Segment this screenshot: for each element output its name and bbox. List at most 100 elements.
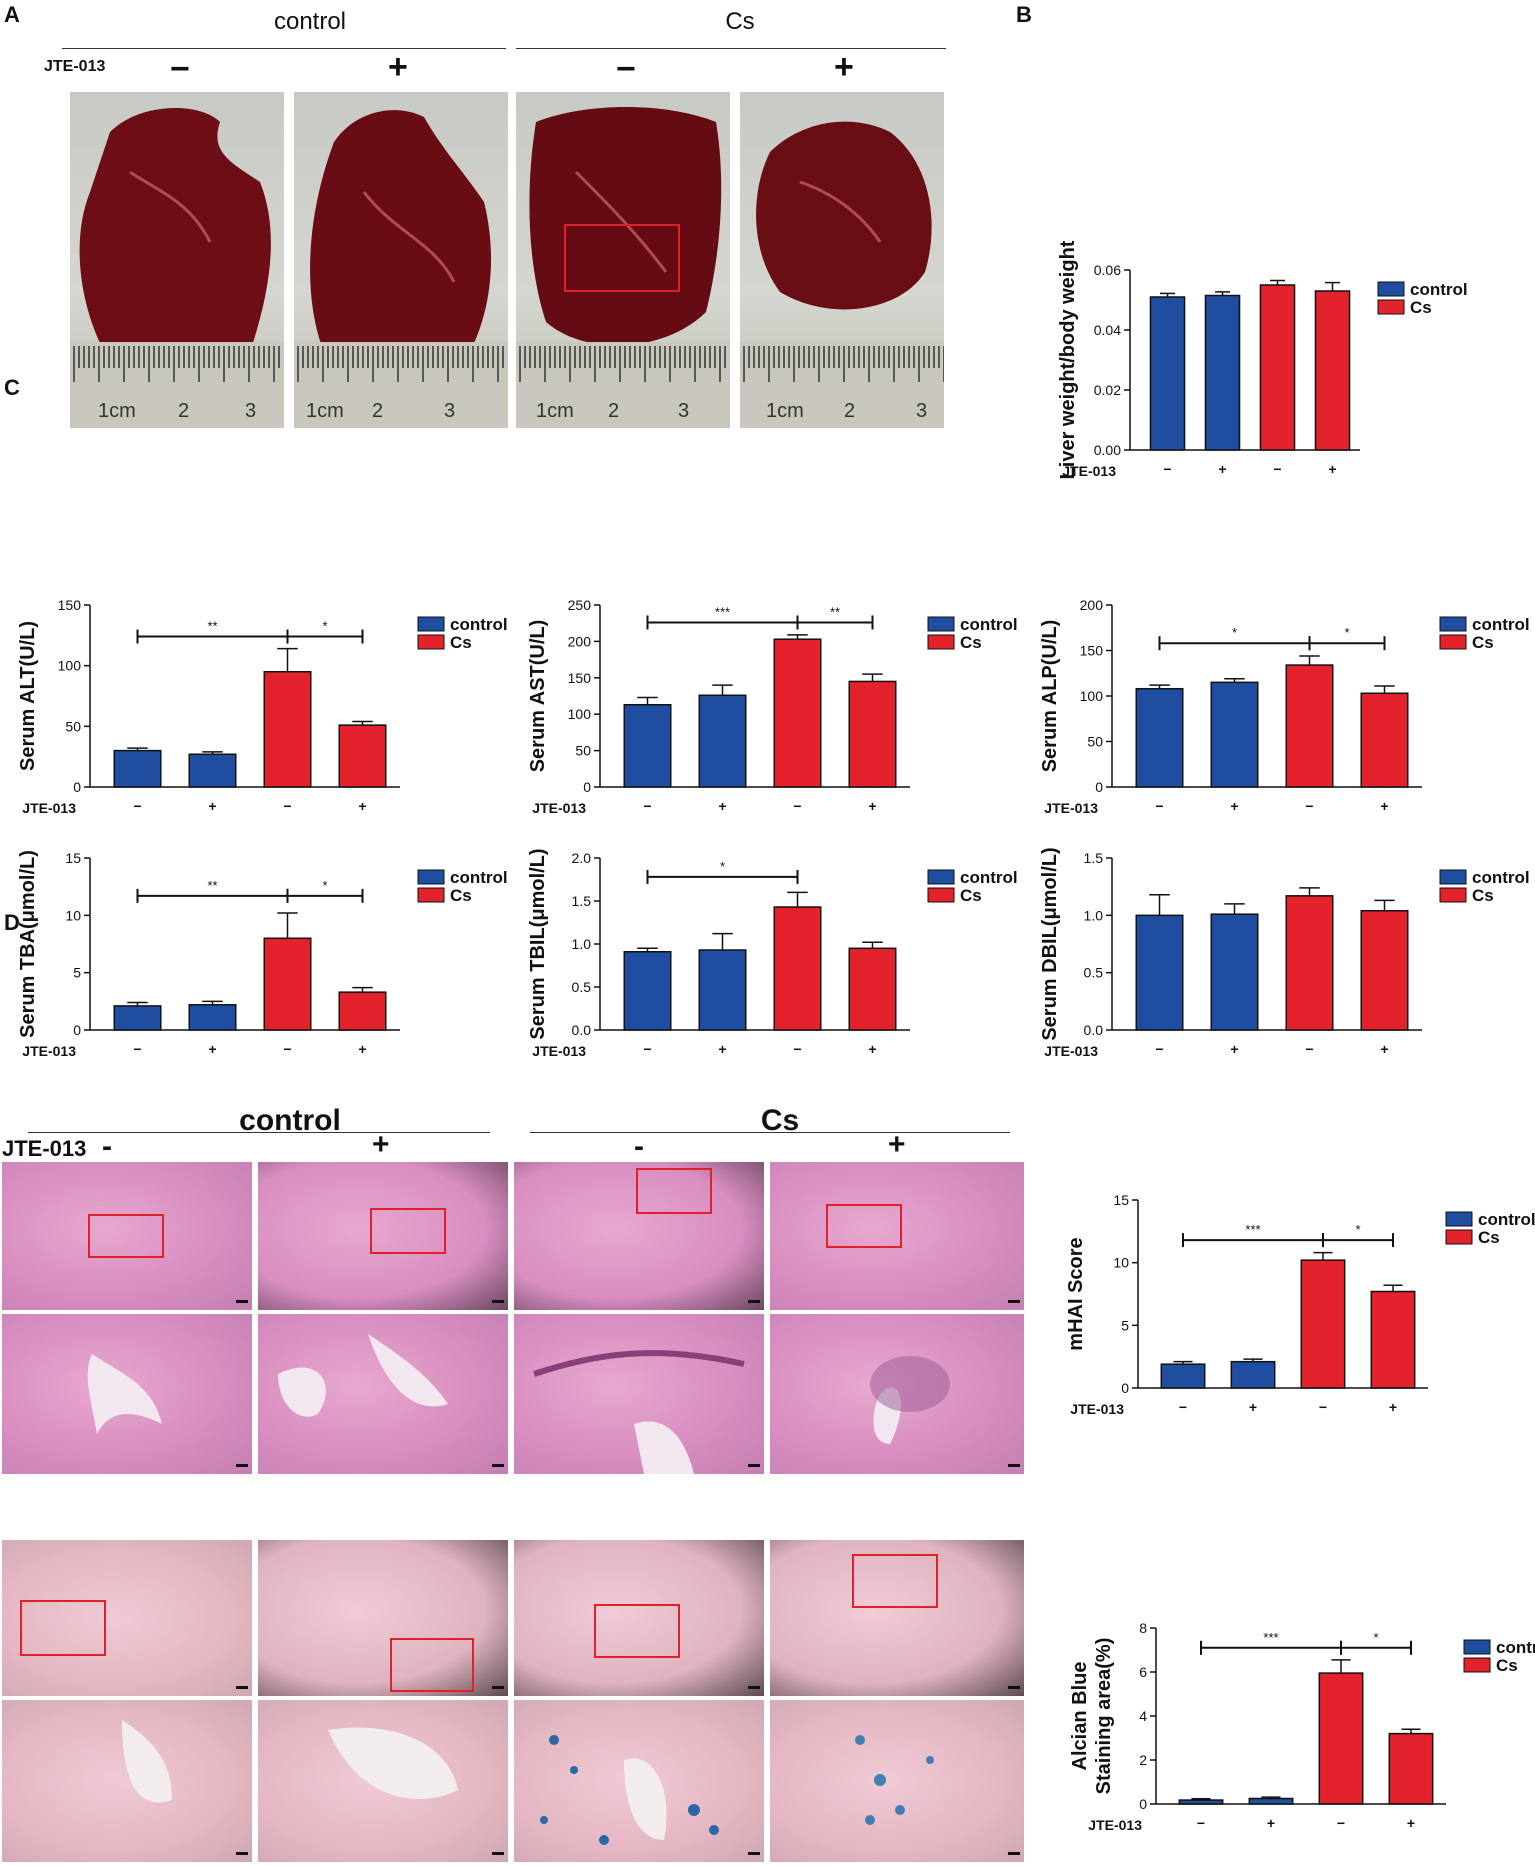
chart-alcian-blue: 0 2 4 6 8 Alcian Blue Staining area(%) − + − + JTE-… bbox=[1069, 1620, 1535, 1833]
ruler-label-1cm: 1cm bbox=[98, 400, 136, 422]
bar bbox=[113, 1005, 162, 1031]
significance-label: * bbox=[322, 878, 327, 893]
legend-swatch bbox=[1377, 299, 1405, 315]
ruler-label-2: 2 bbox=[844, 400, 855, 422]
he-high-cs-minus bbox=[514, 1314, 764, 1474]
ab-low-cs-minus bbox=[514, 1540, 764, 1696]
vessel-drawing bbox=[533, 1350, 745, 1474]
legend-swatch bbox=[1439, 887, 1467, 903]
bar bbox=[338, 724, 387, 788]
legend-swatch bbox=[927, 634, 955, 650]
y-tick-label: 0.0 bbox=[1084, 1022, 1104, 1038]
y-tick-label: 1.0 bbox=[1084, 907, 1104, 923]
he-zoom-box bbox=[88, 1214, 164, 1258]
liver-photo-control-minus: 1cm 2 3 bbox=[70, 92, 284, 428]
he-zoom-box bbox=[370, 1208, 446, 1254]
category-label: − bbox=[1163, 461, 1171, 477]
he-low-control-minus bbox=[2, 1162, 252, 1310]
y-tick-label: 10 bbox=[65, 907, 81, 923]
panel-letter-b: B bbox=[1016, 2, 1032, 27]
treatment-label: JTE-013 bbox=[1062, 463, 1116, 479]
y-tick-label: 6 bbox=[1139, 1664, 1147, 1680]
ab-zoom-box bbox=[594, 1604, 680, 1658]
scale-bar bbox=[748, 1686, 760, 1689]
bar bbox=[623, 703, 672, 788]
liver-photo-drawing: 1cm 2 3 bbox=[70, 108, 284, 428]
legend-label: control bbox=[1410, 280, 1468, 299]
ruler bbox=[70, 342, 284, 428]
vessel-drawing bbox=[328, 1727, 458, 1800]
scale-bar bbox=[1008, 1852, 1020, 1855]
category-label: − bbox=[1319, 1399, 1327, 1415]
y-axis-label: Serum ALT(U/L) bbox=[17, 621, 39, 771]
y-tick-label: 2 bbox=[1139, 1752, 1147, 1768]
bar bbox=[263, 937, 312, 1031]
bar bbox=[773, 906, 822, 1031]
legend-swatch bbox=[417, 869, 445, 885]
liver-photo-drawing: 1cm 2 3 bbox=[740, 121, 944, 428]
legend-swatch bbox=[1439, 616, 1467, 632]
y-tick-label: 0.5 bbox=[572, 979, 592, 995]
ruler-label-3: 3 bbox=[444, 400, 455, 422]
category-label: + bbox=[1380, 1041, 1388, 1057]
legend-swatch bbox=[1439, 869, 1467, 885]
y-tick-label: 200 bbox=[568, 633, 592, 649]
ab-high-control-plus bbox=[258, 1700, 508, 1862]
y-axis-label: Serum TBIL(μmol/L) bbox=[527, 848, 549, 1039]
bar bbox=[1160, 1363, 1206, 1389]
category-label: − bbox=[133, 798, 141, 814]
y-axis-label: Serum ALP(U/L) bbox=[1039, 620, 1061, 773]
legend-label: Cs bbox=[1478, 1228, 1500, 1247]
panel-d-sign-2: + bbox=[372, 1128, 390, 1161]
y-axis-label: Liver weight/body weight bbox=[1057, 240, 1079, 479]
category-label: + bbox=[208, 1041, 216, 1057]
bar bbox=[263, 670, 312, 788]
he-zoom-box bbox=[636, 1168, 712, 1214]
panel-d-sign-4: + bbox=[888, 1128, 906, 1161]
category-label: − bbox=[643, 1041, 651, 1057]
y-tick-label: 0.06 bbox=[1094, 262, 1121, 278]
liver-photo-cs-plus: 1cm 2 3 bbox=[740, 92, 944, 428]
he-zoom-box bbox=[826, 1204, 902, 1248]
vessel-drawing bbox=[122, 1720, 172, 1803]
y-tick-label: 5 bbox=[73, 965, 81, 981]
bar bbox=[1318, 1672, 1364, 1805]
bar bbox=[1149, 296, 1186, 451]
legend-swatch bbox=[927, 887, 955, 903]
legend-label: Cs bbox=[1472, 633, 1494, 652]
legend-swatch bbox=[1463, 1639, 1491, 1655]
ab-high-cs-plus bbox=[770, 1700, 1024, 1862]
legend-label: Cs bbox=[450, 886, 472, 905]
legend-label: control bbox=[960, 868, 1018, 887]
category-label: − bbox=[793, 1041, 801, 1057]
significance-label: * bbox=[720, 859, 725, 874]
significance-label: *** bbox=[1263, 1630, 1278, 1645]
significance-label: * bbox=[322, 619, 327, 634]
category-label: − bbox=[1305, 1041, 1313, 1057]
y-tick-label: 0 bbox=[583, 779, 591, 795]
legend-swatch bbox=[1445, 1211, 1473, 1227]
chart-serum-ast: 0 50 100 150 200 250 Serum AST(U/L) − + − + JTE-013… bbox=[527, 597, 1018, 816]
chart-serum-tba: 0 5 10 15 Serum TBA(μmol/L) − + − + JTE-013 contro… bbox=[17, 850, 508, 1059]
y-tick-label: 1.0 bbox=[572, 936, 592, 952]
bar bbox=[848, 947, 897, 1031]
he-low-control-plus bbox=[258, 1162, 508, 1310]
category-label: − bbox=[793, 798, 801, 814]
chart-serum-alt: 0 50 100 150 Serum ALT(U/L) − + − + JTE-013 contro… bbox=[17, 597, 508, 816]
significance-label: * bbox=[1355, 1222, 1360, 1237]
bar bbox=[1285, 664, 1334, 788]
significance-label: ** bbox=[830, 604, 840, 619]
panel-a-sign-4: + bbox=[834, 48, 854, 86]
legend-swatch bbox=[1439, 634, 1467, 650]
panel-letter-c: C bbox=[4, 375, 20, 400]
bar bbox=[338, 991, 387, 1031]
bar bbox=[1248, 1797, 1294, 1805]
y-axis-label: Alcian Blue bbox=[1069, 1662, 1091, 1771]
panel-a-treatment-label: JTE-013 bbox=[44, 58, 106, 75]
treatment-label: JTE-013 bbox=[1088, 1817, 1142, 1833]
category-label: − bbox=[1155, 1041, 1163, 1057]
ab-zoom-box bbox=[852, 1554, 938, 1608]
panel-a-highlight-box bbox=[564, 224, 680, 292]
y-tick-label: 4 bbox=[1139, 1708, 1147, 1724]
